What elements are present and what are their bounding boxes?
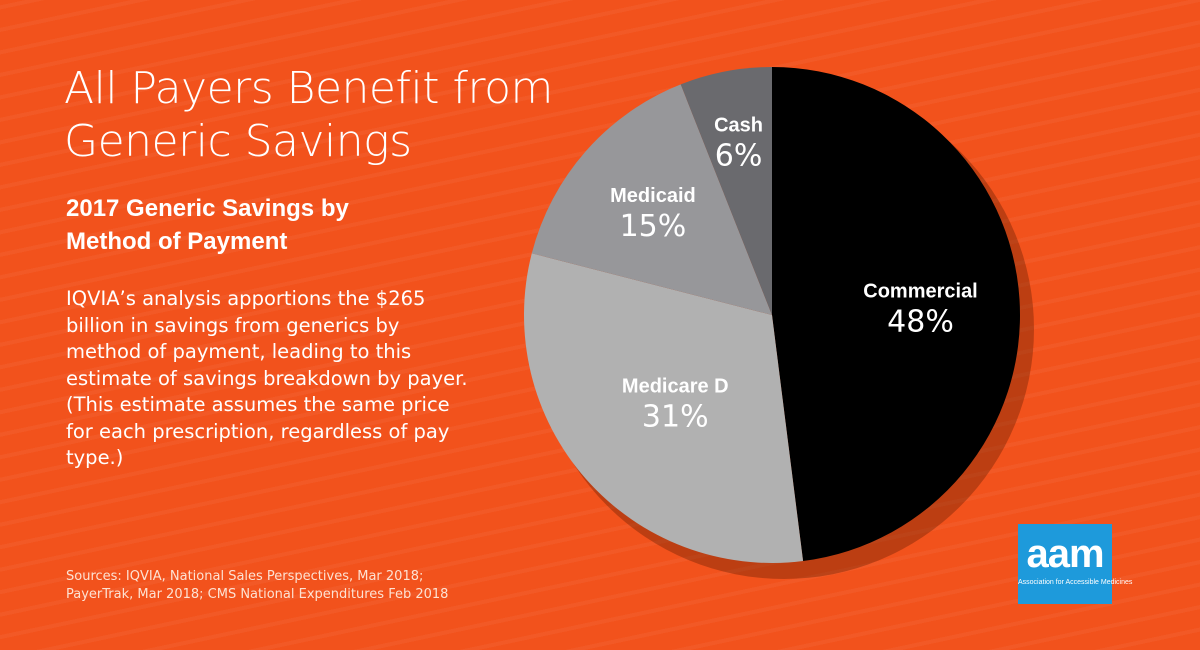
- slice-medicare-d: [524, 253, 804, 563]
- logo-tagline: Association for Accessible Medicines: [1018, 579, 1133, 586]
- title-line-2: Generic Savings: [64, 116, 412, 167]
- label-cash: Cash: [714, 115, 763, 137]
- aam-logo[interactable]: aam Association for Accessible Medicines: [1018, 524, 1133, 604]
- label-commercial: Commercial: [863, 281, 978, 303]
- slice-cash: [680, 67, 772, 315]
- slice-medicaid: [531, 84, 772, 315]
- page-title: All Payers Benefit from Generic Savings: [64, 62, 584, 168]
- slice-commercial: [772, 67, 1020, 562]
- title-line-1: All Payers Benefit from: [64, 63, 553, 114]
- label-medicaid: Medicaid: [610, 185, 696, 207]
- description-text: IQVIA’s analysis apportions the $265 bil…: [66, 287, 468, 469]
- pie-slices: [524, 67, 1020, 563]
- value-cash: 6%: [715, 139, 763, 174]
- sources-line-2: PayerTrak, Mar 2018; CMS National Expend…: [66, 587, 449, 602]
- subtitle-line-1: 2017 Generic Savings by: [66, 195, 349, 222]
- value-medicare-d: 31%: [642, 399, 709, 434]
- sources-note: Sources: IQVIA, National Sales Perspecti…: [66, 568, 526, 604]
- value-medicaid: 15%: [620, 209, 687, 244]
- label-medicare-d: Medicare D: [622, 375, 729, 397]
- subtitle-line-2: Method of Payment: [66, 228, 288, 255]
- chart-subtitle: 2017 Generic Savings by Method of Paymen…: [66, 192, 506, 258]
- value-commercial: 48%: [887, 305, 954, 340]
- sources-line-1: Sources: IQVIA, National Sales Perspecti…: [66, 569, 424, 584]
- logo-mark: aam: [1026, 532, 1104, 576]
